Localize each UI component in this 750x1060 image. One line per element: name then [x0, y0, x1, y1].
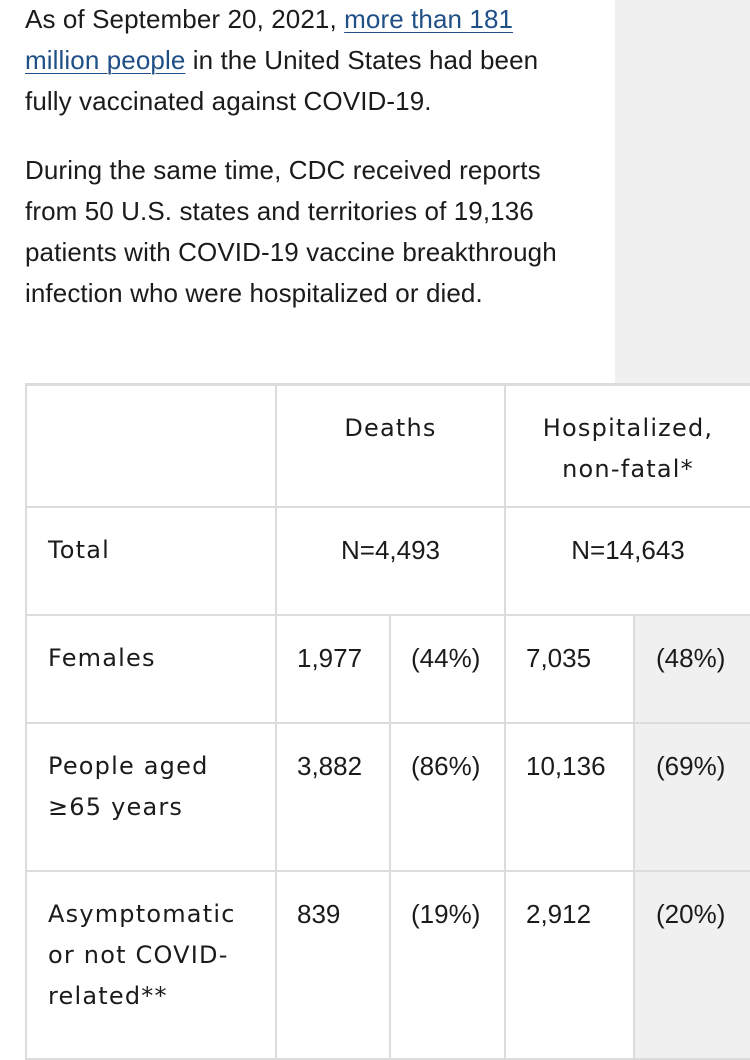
asym-label-line1: Asymptomatic [48, 899, 236, 928]
table-row-aged65: People aged ≥65 years 3,882 (86%) 10,136 … [25, 721, 750, 872]
intro-text-before: As of September 20, 2021, [25, 4, 345, 34]
header-empty-cell [25, 383, 277, 508]
females-deaths-count: 1,977 [275, 613, 391, 724]
females-hosp-count: 7,035 [504, 613, 635, 724]
header-hosp-line2: non-fatal* [562, 455, 694, 483]
aged65-deaths-count: 3,882 [275, 721, 391, 872]
asym-hosp-count: 2,912 [504, 869, 635, 1060]
table-header-row: Deaths Hospitalized, non-fatal* [25, 383, 750, 508]
aged65-deaths-pct: (86%) [389, 721, 506, 872]
aged65-label-line1: People aged [48, 751, 209, 780]
breakthrough-table: Deaths Hospitalized, non-fatal* Total N=4… [25, 383, 750, 1060]
females-deaths-pct: (44%) [389, 613, 506, 724]
aged65-hosp-pct: (69%) [632, 721, 750, 872]
table-row-total: Total N=4,493 N=14,643 [25, 505, 750, 616]
asym-label-line2: or not COVID- [48, 940, 229, 969]
row-label-total: Total [25, 505, 277, 616]
total-deaths: N=4,493 [275, 505, 506, 616]
table-row-females: Females 1,977 (44%) 7,035 (48%) [25, 613, 750, 724]
table-row-asymptomatic: Asymptomatic or not COVID-related** 839 (… [25, 869, 750, 1060]
header-hospitalized: Hospitalized, non-fatal* [503, 383, 750, 508]
header-deaths-label: Deaths [344, 414, 437, 442]
total-hospitalized: N=14,643 [503, 505, 750, 616]
intro-text-after: in the United States had been fully vacc… [25, 45, 539, 116]
row-label-aged65: People aged ≥65 years [25, 721, 277, 872]
row-label-females: Females [25, 613, 277, 724]
asym-deaths-count: 839 [275, 869, 391, 1060]
asym-deaths-pct: (19%) [389, 869, 506, 1060]
females-hosp-pct: (48%) [632, 613, 750, 724]
breakthrough-paragraph: During the same time, CDC received repor… [25, 155, 557, 308]
header-hosp-line1: Hospitalized, [542, 414, 714, 442]
intro-paragraph: As of September 20, 2021, more than 181 … [25, 0, 585, 122]
asym-hosp-pct: (20%) [632, 869, 750, 1060]
row-label-asymptomatic: Asymptomatic or not COVID-related** [25, 869, 277, 1060]
asym-label-line3: related** [48, 981, 168, 1010]
aged65-label-line2: ≥65 years [48, 792, 184, 821]
header-deaths: Deaths [275, 383, 506, 508]
vaccinated-count-link[interactable]: more than 181 million people [25, 4, 514, 75]
aged65-hosp-count: 10,136 [504, 721, 635, 872]
